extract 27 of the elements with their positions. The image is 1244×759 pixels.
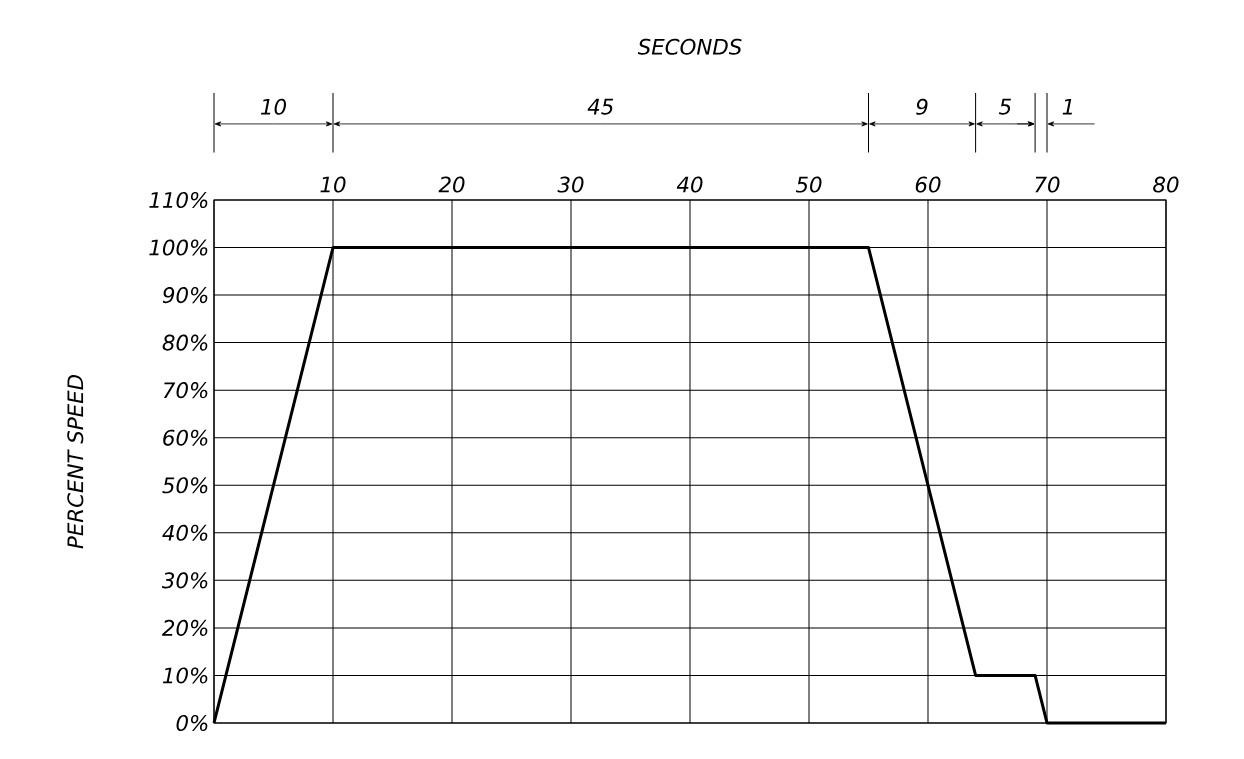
y-tick-label: 80% <box>162 334 208 351</box>
x-tick-label: 60 <box>915 176 941 193</box>
y-tick-label: 10% <box>162 667 208 684</box>
x-tick-label: 40 <box>676 176 703 193</box>
y-tick-label: 50% <box>162 477 208 494</box>
y-axis-title: PERCENT SPEED <box>67 374 84 549</box>
text: 1 <box>1062 99 1072 115</box>
y-tick-label: 30% <box>161 572 208 589</box>
y-tick-label: 70% <box>163 382 208 399</box>
x-tick-label: 50 <box>795 176 822 193</box>
text: 5 <box>998 98 1011 115</box>
x-tick-label: 70 <box>1035 176 1060 193</box>
y-tick-label: 40% <box>162 524 208 541</box>
y-tick-label: 0% <box>176 714 208 732</box>
x-tick-label: 20 <box>438 176 465 193</box>
y-tick-label: 60% <box>163 429 208 446</box>
text: 10 <box>260 98 287 115</box>
text: 9 <box>916 98 928 115</box>
text: 45 <box>587 98 614 115</box>
y-tick-label: 110% <box>149 191 208 209</box>
x-tick-label: 30 <box>557 176 584 193</box>
x-tick-label: 80 <box>1153 176 1179 193</box>
x-tick-label: 10 <box>320 176 346 193</box>
text: SECONDS <box>637 38 742 55</box>
y-tick-label: 20% <box>161 619 208 636</box>
y-tick-label: 100% <box>149 239 208 256</box>
y-tick-label: 90% <box>162 287 208 304</box>
